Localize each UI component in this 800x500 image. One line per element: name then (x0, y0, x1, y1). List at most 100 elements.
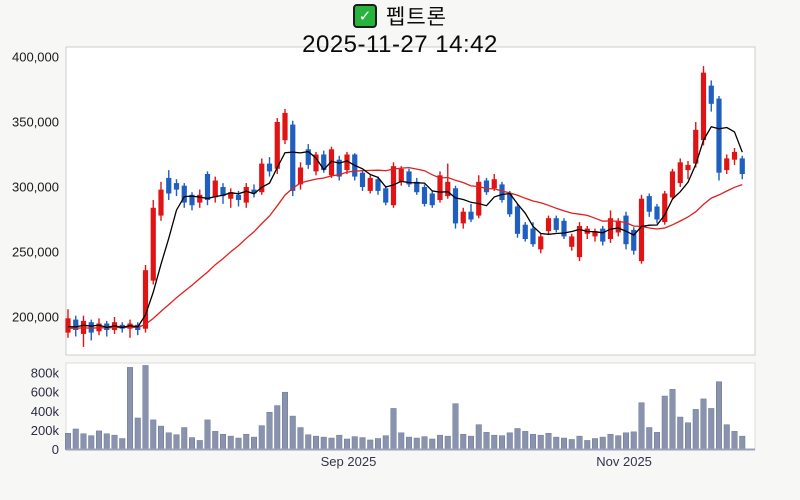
candle-body (328, 149, 335, 176)
axis-tick-label: 200,000 (12, 310, 59, 325)
volume-bar (359, 437, 366, 450)
volume-bar (700, 398, 707, 450)
volume-bar (615, 435, 622, 450)
candle-body (677, 162, 683, 184)
candle-body (243, 187, 249, 203)
volume-bar (282, 391, 288, 450)
volume-bar (568, 439, 575, 450)
volume-bar (189, 437, 195, 450)
volume-bar (328, 437, 335, 450)
volume-bar (460, 433, 467, 450)
volume-bar (661, 395, 668, 450)
candle-body (282, 112, 288, 141)
candle-body (367, 177, 373, 191)
candle-body (390, 166, 397, 206)
candle-body (592, 231, 598, 237)
volume-bar (646, 427, 653, 450)
volume-bar (142, 365, 149, 450)
volume-bar (537, 434, 544, 450)
candle-body (65, 318, 71, 333)
volume-bar (491, 434, 498, 450)
volume-bar (96, 430, 102, 450)
candle-body (483, 180, 490, 193)
volume-bar (103, 433, 110, 450)
candle-body (460, 211, 466, 224)
volume-bar (483, 432, 490, 450)
volume-bar (65, 433, 71, 450)
candle-body (228, 192, 234, 199)
candle-body (476, 181, 482, 216)
candle-body (197, 194, 203, 203)
axis-tick-label: 600k (31, 385, 60, 400)
volume-bar (677, 416, 684, 450)
volume-bar (654, 432, 660, 450)
candle-body (507, 193, 513, 215)
candle-body (569, 236, 575, 247)
volume-bar (336, 434, 343, 450)
volume-bar (375, 438, 381, 450)
axis-tick-label: Nov 2025 (596, 454, 652, 469)
volume-bar (553, 436, 560, 450)
candle-body (499, 184, 505, 200)
candle-body (514, 206, 521, 234)
candle-body (615, 220, 621, 233)
volume-bar (475, 424, 482, 450)
volume-bar (297, 427, 304, 450)
candle-body (429, 193, 435, 206)
volume-bar (437, 434, 443, 450)
volume-bar (196, 440, 203, 450)
volume-bar (251, 436, 257, 450)
volume-bar (545, 433, 552, 450)
volume-bar (731, 431, 738, 450)
candle-body (414, 181, 420, 193)
volume-bar (592, 438, 598, 450)
candle-body (576, 226, 583, 258)
candle-body (251, 189, 257, 194)
volume-bar (266, 412, 273, 450)
volume-bar (530, 433, 536, 450)
candle-body (693, 129, 699, 164)
candle-body (538, 236, 544, 250)
volume-bar (173, 434, 180, 450)
candle-body (468, 211, 474, 220)
volume-bar (220, 433, 226, 450)
candle-body (313, 154, 319, 172)
volume-bar (258, 425, 265, 450)
candle-body (204, 174, 211, 200)
volume-bar (413, 437, 420, 450)
volume-bar (561, 437, 567, 450)
candle-body (731, 151, 738, 160)
candle-body (685, 164, 691, 171)
volume-bar (576, 435, 583, 450)
volume-bar (72, 428, 79, 450)
candle-body (297, 167, 304, 185)
volume-bar (351, 436, 358, 450)
axis-tick-label: 200k (31, 423, 60, 438)
candle-body (266, 163, 273, 172)
axis-tick-label: Sep 2025 (321, 454, 377, 469)
volume-bar (150, 419, 157, 450)
volume-bar (692, 409, 699, 450)
candle-body (290, 124, 296, 191)
volume-bars (65, 365, 746, 450)
volume-bar (289, 415, 296, 450)
candle-body (235, 194, 242, 200)
price-axis: 200,000 250,000 300,000 350,000 400,000 (12, 50, 59, 325)
candle-body (406, 171, 412, 185)
volume-axis: 0 200k 400k 600k 800k (31, 366, 60, 457)
ma20-line (68, 166, 743, 329)
volume-bar (468, 435, 474, 450)
candle-body (259, 163, 265, 193)
candle-body (181, 185, 187, 203)
volume-bar (499, 435, 505, 450)
volume-bar (344, 438, 350, 450)
volume-bar (382, 435, 389, 450)
candle-body (359, 172, 366, 187)
volume-bar (669, 389, 676, 450)
volume-bar (599, 436, 606, 450)
candle-body (600, 228, 606, 242)
volume-bar (630, 431, 637, 450)
candle-body (344, 154, 350, 171)
